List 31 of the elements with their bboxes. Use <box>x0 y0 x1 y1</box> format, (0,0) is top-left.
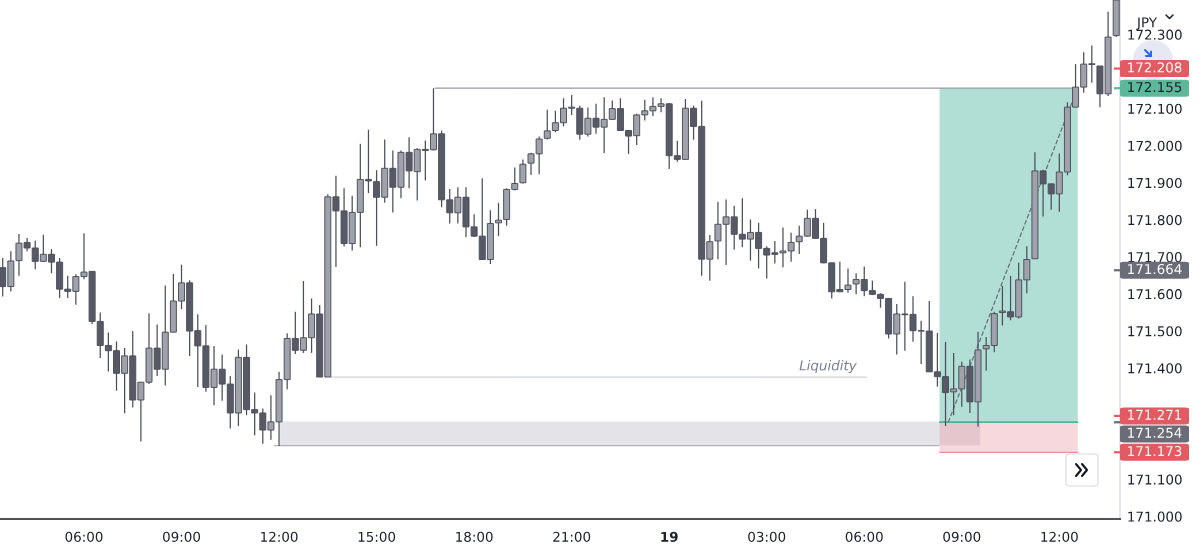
y-tick-label: 171.900 <box>1128 177 1182 189</box>
y-tick-label: 171.000 <box>1128 511 1182 522</box>
y-tick-label: 171.800 <box>1128 214 1182 226</box>
x-tick-label: 12:00 <box>261 531 298 542</box>
y-tick-label: 172.000 <box>1128 140 1182 151</box>
ref-line-label: 171.271 <box>1128 409 1182 420</box>
y-axis-title: JPY <box>1136 17 1158 30</box>
y-tick-label: 171.400 <box>1128 363 1182 374</box>
x-tick-label: 09:00 <box>943 531 981 542</box>
x-tick-label: 21:00 <box>553 531 591 542</box>
y-tick-label: 171.600 <box>1128 289 1182 300</box>
x-tick-label: 09:00 <box>162 531 201 542</box>
x-tick-label: 12:00 <box>1041 531 1078 542</box>
y-tick-label: 172.300 <box>1128 29 1182 40</box>
y-tick-label: 171.700 <box>1128 252 1182 263</box>
x-tick-label: 06:00 <box>845 531 883 542</box>
x-tick-label: 18:00 <box>456 531 493 542</box>
x-tick-label: 03:00 <box>748 531 786 542</box>
y-tick-label: 172.100 <box>1128 103 1182 114</box>
x-tick-label: 06:00 <box>65 531 103 542</box>
annotation: Liquidity <box>799 360 857 374</box>
ref-line-label: 172.208 <box>1128 62 1182 73</box>
y-tick-label: 171.100 <box>1128 474 1182 485</box>
x-tick-label: 15:00 <box>358 531 396 542</box>
ref-line-label: 171.173 <box>1128 445 1182 457</box>
y-tick-label: 171.500 <box>1128 326 1182 337</box>
ref-line-label: 171.254 <box>1128 427 1182 438</box>
candlestick <box>519 158 527 185</box>
ref-line-label: 171.664 <box>1128 263 1182 275</box>
ref-line-label: 172.155 <box>1128 81 1182 93</box>
x-tick-label: 19 <box>661 531 678 542</box>
